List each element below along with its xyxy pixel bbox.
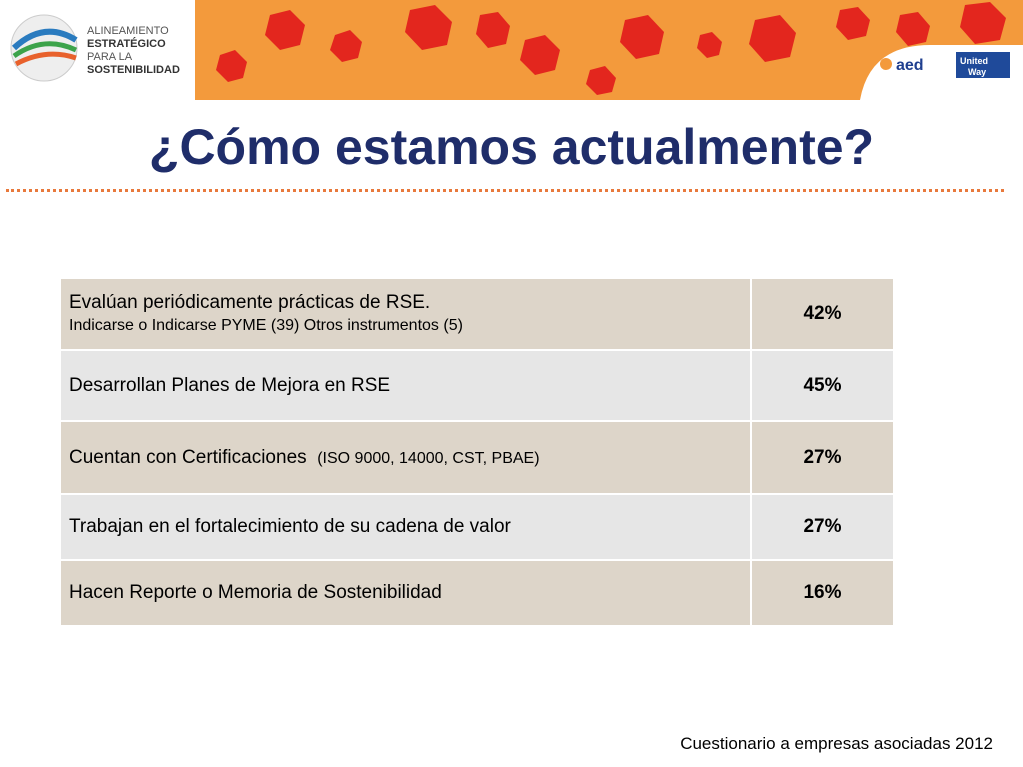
row-label: Desarrollan Planes de Mejora en RSE — [69, 374, 391, 396]
row-label: Cuentan con Certificaciones — [69, 446, 307, 468]
row-note: Indicarse o Indicarse PYME (39) Otros in… — [69, 317, 463, 334]
slide-title: ¿Cómo estamos actualmente? — [148, 119, 875, 175]
logo-text: ESTRATÉGICO — [87, 37, 166, 50]
row-note: (ISO 9000, 14000, CST, PBAE) — [317, 449, 540, 467]
row-label-cell: Trabajan en el fortalecimiento de su cad… — [59, 493, 752, 561]
row-label-cell: Evalúan periódicamente prácticas de RSE.… — [59, 277, 752, 351]
row-value: 45% — [750, 349, 895, 422]
uw-logo — [956, 52, 1010, 78]
table-row: Hacen Reporte o Memoria de Sostenibilida… — [59, 559, 895, 627]
table-row: Trabajan en el fortalecimiento de su cad… — [59, 493, 895, 561]
aed-logo: aed — [896, 57, 924, 74]
hexagons — [216, 2, 1006, 95]
row-label: Hacen Reporte o Memoria de Sostenibilida… — [69, 582, 442, 603]
row-label-cell: Cuentan con Certificaciones (ISO 9000, 1… — [59, 420, 752, 495]
source-note: Cuestionario a empresas asociadas 2012 — [680, 734, 993, 753]
uw-text: Way — [968, 67, 986, 77]
results-table: Evalúan periódicamente prácticas de RSE.… — [59, 277, 895, 627]
logo-swoosh — [14, 51, 77, 67]
aed-icon — [880, 58, 892, 70]
table-row: Cuentan con Certificaciones (ISO 9000, 1… — [59, 420, 895, 495]
table-row: Desarrollan Planes de Mejora en RSE 45% — [59, 349, 895, 422]
row-label-cell: Desarrollan Planes de Mejora en RSE — [59, 349, 752, 422]
table-row: Evalúan periódicamente prácticas de RSE.… — [59, 277, 895, 351]
header-banner: ALINEAMIENTO ESTRATÉGICO PARA LA SOSTENI… — [0, 0, 1023, 100]
logo-text: PARA LA — [87, 51, 133, 63]
row-value: 42% — [750, 277, 895, 351]
uw-text: United — [960, 56, 988, 66]
row-label-cell: Hacen Reporte o Memoria de Sostenibilida… — [59, 559, 752, 627]
logo-swoosh — [11, 28, 78, 51]
logo-swoosh — [12, 41, 78, 59]
divider — [6, 189, 1004, 192]
row-value: 27% — [750, 420, 895, 495]
row-value: 16% — [750, 559, 895, 627]
logo-text: SOSTENIBILIDAD — [87, 64, 180, 76]
row-label: Trabajan en el fortalecimiento de su cad… — [69, 516, 511, 537]
row-label: Evalúan periódicamente prácticas de RSE. — [69, 292, 431, 313]
logo-text: ALINEAMIENTO — [87, 25, 169, 37]
row-value: 27% — [750, 493, 895, 561]
